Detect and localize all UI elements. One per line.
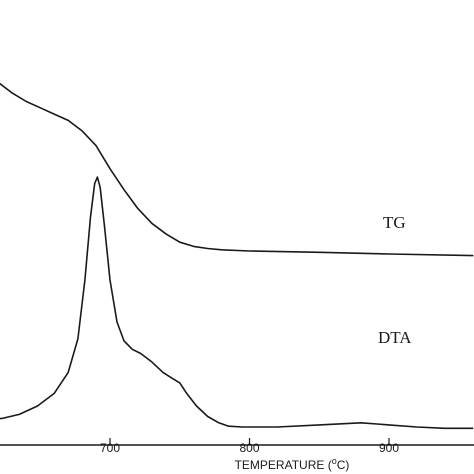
x-tick-label-800: 800 <box>239 441 259 455</box>
series-line-dta <box>0 176 474 430</box>
x-axis: 700 800 900 <box>0 438 474 455</box>
x-tick-label-700: 700 <box>100 441 120 455</box>
curves-group <box>0 82 474 430</box>
x-axis-title-unit: C) <box>337 458 350 472</box>
curve-labels: TG DTA <box>378 213 412 347</box>
x-axis-title: TEMPERATURE (oC) <box>235 456 350 472</box>
series-label-dta: DTA <box>378 328 412 347</box>
x-axis-title-part: TEMPERATURE ( <box>235 458 332 472</box>
x-axis-title-degree: o <box>332 456 337 466</box>
x-tick-label-900: 900 <box>379 441 399 455</box>
series-line-tg <box>0 82 474 257</box>
series-label-tg: TG <box>383 213 406 232</box>
